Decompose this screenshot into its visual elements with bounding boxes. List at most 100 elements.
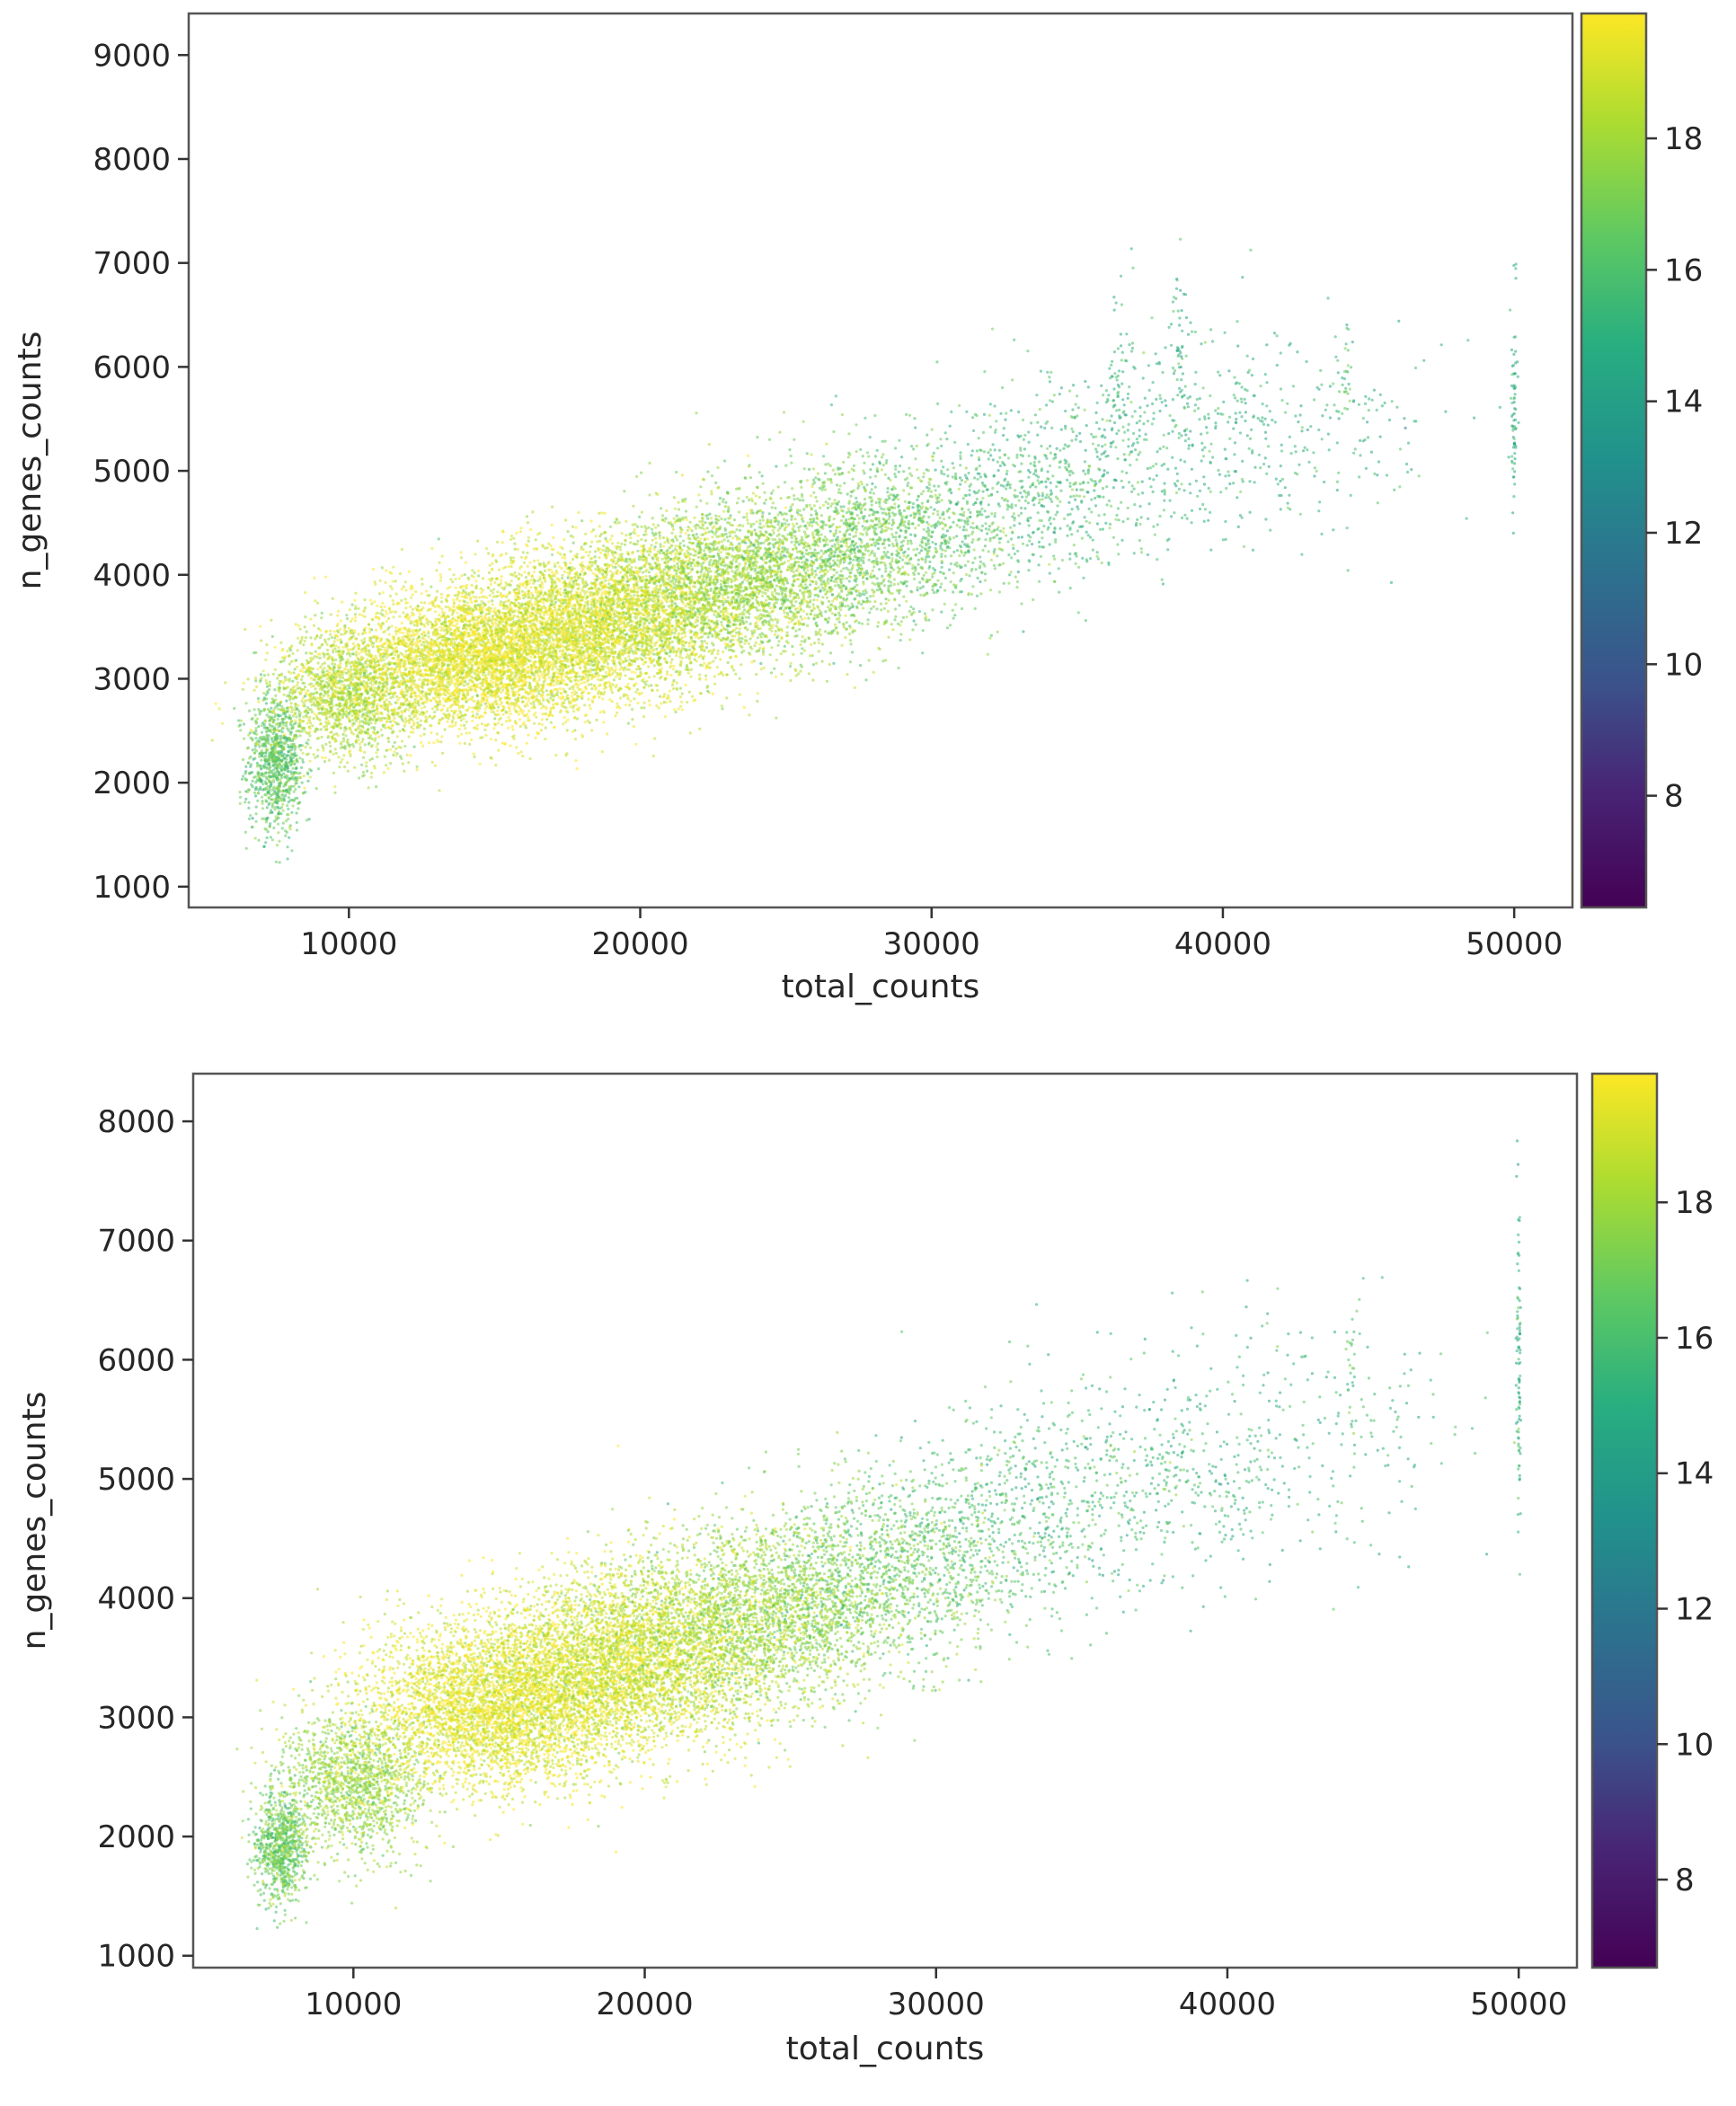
- scatter-point: [503, 741, 507, 746]
- scatter-point: [297, 745, 301, 749]
- scatter-point: [360, 639, 364, 642]
- scatter-point: [279, 734, 283, 738]
- scatter-point: [509, 677, 512, 682]
- scatter-point: [305, 731, 308, 735]
- scatter-point: [300, 677, 304, 682]
- scatter-point: [273, 688, 277, 692]
- scatter-point: [286, 857, 289, 861]
- scatter-point: [363, 721, 367, 725]
- scatter-point: [389, 691, 393, 695]
- scatter-point: [312, 717, 315, 721]
- scatter-point: [429, 698, 432, 703]
- scatter-point: [421, 686, 424, 690]
- scatter-point: [368, 686, 372, 689]
- scatter-point: [376, 659, 380, 664]
- scatter-point: [297, 722, 301, 726]
- scatter-point: [293, 798, 297, 802]
- scatter-point: [327, 719, 331, 723]
- scatter-point: [320, 735, 323, 739]
- scatter-point: [496, 721, 500, 725]
- scatter-point: [253, 719, 257, 723]
- scatter-point: [279, 740, 282, 745]
- scatter-point: [275, 795, 279, 799]
- scatter-point: [616, 711, 619, 715]
- scatter-point: [334, 751, 338, 756]
- scatter-point: [261, 752, 265, 756]
- scatter-point: [360, 763, 364, 766]
- scatter-point: [247, 733, 251, 737]
- scatter-point: [260, 723, 264, 728]
- scatter-point: [302, 774, 306, 778]
- scatter-point: [349, 654, 352, 658]
- scatter-point: [412, 745, 416, 748]
- scatter-point: [332, 752, 335, 756]
- scatter-point: [276, 805, 279, 809]
- scatter-point: [261, 735, 266, 739]
- scatter-point: [346, 648, 350, 651]
- scatter-point: [423, 648, 427, 651]
- scatter-point: [332, 650, 335, 654]
- scatter-point: [394, 633, 398, 636]
- scatter-point: [425, 621, 429, 624]
- scatter-point: [341, 650, 345, 654]
- scatter-point: [333, 748, 337, 751]
- scatter-point: [376, 650, 381, 653]
- scatter-point: [368, 718, 371, 722]
- scatter-point: [350, 619, 353, 624]
- scatter-point: [308, 759, 312, 763]
- scatter-point: [300, 662, 304, 667]
- scatter-point: [351, 743, 355, 747]
- scatter-point: [409, 754, 412, 757]
- scatter-point: [330, 725, 333, 729]
- scatter-point: [319, 721, 323, 726]
- scatter-point: [289, 659, 294, 664]
- scatter-point: [272, 763, 276, 766]
- scatter-point: [294, 779, 297, 783]
- scatter-point: [270, 810, 274, 814]
- scatter-point: [368, 598, 372, 602]
- scatter-point: [343, 725, 347, 730]
- scatter-point: [277, 707, 280, 711]
- scatter-point: [540, 706, 544, 710]
- scatter-point: [412, 715, 416, 719]
- scatter-point: [254, 737, 258, 740]
- scatter-point: [319, 706, 323, 710]
- scatter-point: [562, 595, 567, 598]
- scatter-point: [263, 708, 267, 712]
- scatter-point: [240, 777, 244, 781]
- scatter-point: [278, 679, 281, 683]
- scatter-point: [265, 681, 269, 686]
- scatter-point: [415, 711, 419, 715]
- scatter-point: [254, 650, 258, 655]
- scatter-point: [279, 799, 282, 802]
- scatter-point: [523, 571, 527, 574]
- scatter-point: [259, 673, 263, 677]
- scatter-point: [238, 791, 242, 794]
- scatter-point: [400, 739, 404, 743]
- scatter-point: [387, 700, 391, 704]
- scatter-point: [290, 810, 294, 814]
- scatter-point: [341, 708, 344, 712]
- scatter-point: [277, 725, 280, 729]
- scatter-point: [475, 723, 480, 727]
- scatter-point: [403, 729, 406, 733]
- scatter-point: [282, 723, 286, 727]
- scatter-point: [370, 726, 374, 730]
- scatter-point: [328, 740, 332, 744]
- scatter-point: [291, 762, 295, 765]
- scatter-point: [404, 707, 408, 711]
- scatter-point: [355, 653, 359, 657]
- scatter-point: [525, 741, 528, 745]
- scatter-point: [364, 668, 368, 672]
- scatter-point: [296, 684, 299, 687]
- scatter-point: [273, 668, 277, 672]
- scatter-point: [262, 817, 266, 820]
- scatter-point: [433, 704, 437, 709]
- scatter-point: [343, 765, 347, 769]
- scatter-point: [361, 726, 365, 730]
- scatter-point: [411, 611, 414, 615]
- scatter-point: [264, 841, 268, 845]
- scatter-point: [500, 722, 504, 727]
- scatter-point: [589, 683, 593, 686]
- scatter-point: [350, 710, 353, 713]
